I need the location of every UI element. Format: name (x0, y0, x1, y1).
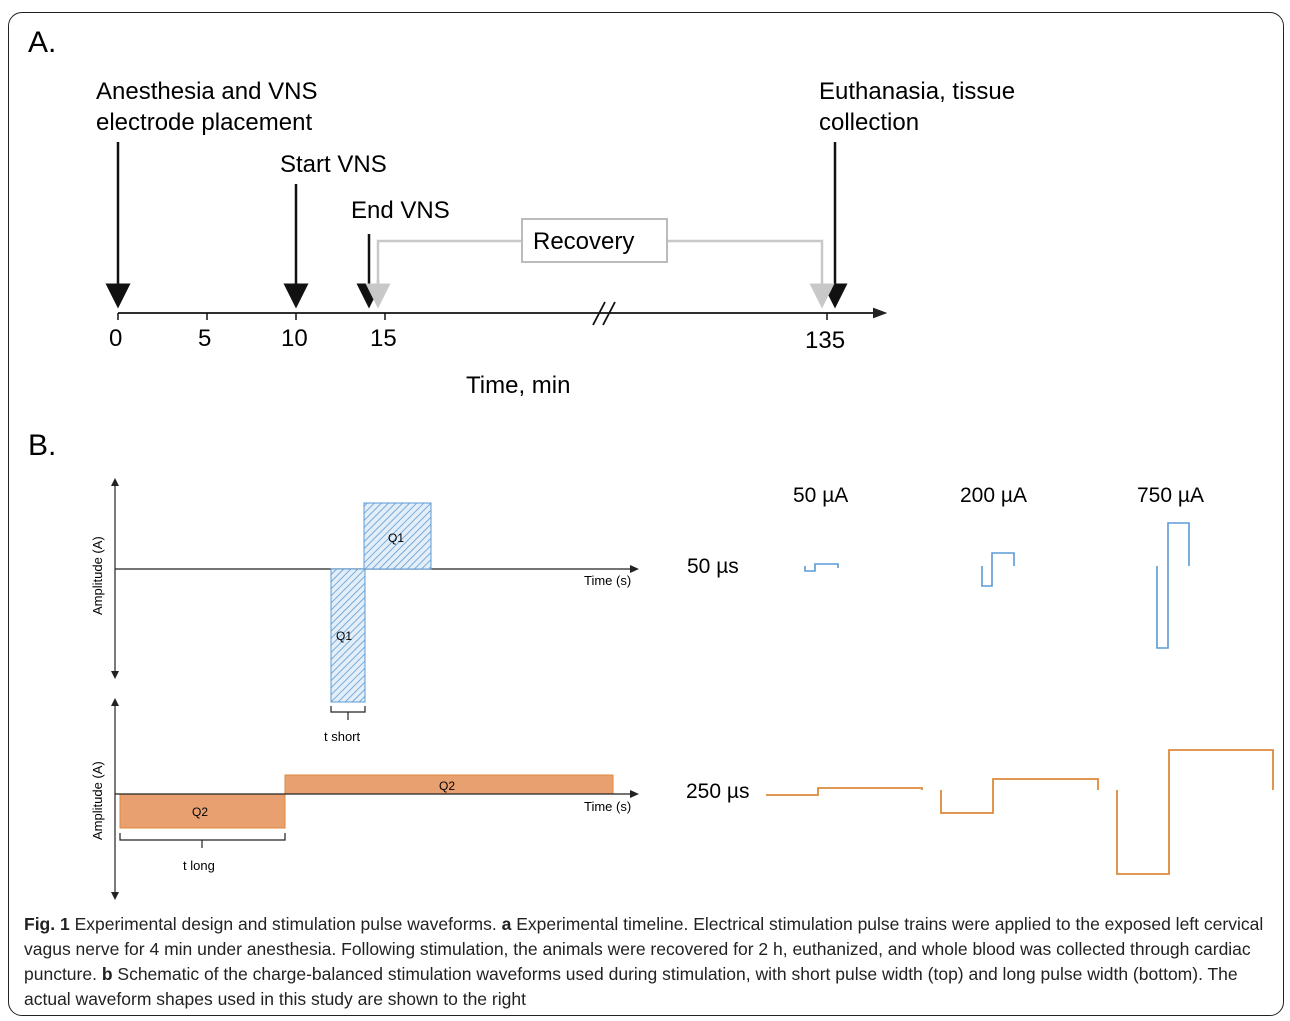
recovery-label: Recovery (533, 228, 634, 255)
caption-b-label: b (101, 964, 113, 984)
pulse-width-250us: 250 µs (686, 780, 749, 803)
amplitude-header-200ua: 200 µA (960, 484, 1027, 507)
waveform-50us-50ua (804, 563, 839, 572)
tick-5: 5 (198, 325, 211, 352)
top-negative-label: Q1 (336, 629, 352, 643)
amplitude-header-50ua: 50 µA (793, 484, 848, 507)
bottom-xlabel: Time (s) (584, 799, 631, 814)
top-negative-phase (330, 568, 366, 703)
axis-break (592, 301, 616, 326)
bottom-ylabel: Amplitude (A) (90, 761, 105, 840)
t-short-brace (330, 706, 366, 720)
top-positive-phase (363, 502, 432, 570)
event-anesthesia-line1: Anesthesia and VNS (96, 78, 317, 105)
panel-b-label: B. (28, 429, 56, 462)
bottom-negative-label: Q2 (192, 805, 208, 819)
timeline-ticks (117, 313, 828, 320)
panel-a-label: A. (28, 26, 56, 59)
top-xlabel: Time (s) (584, 573, 631, 588)
pulse-width-50us: 50 µs (687, 555, 739, 578)
event-end-vns: End VNS (351, 197, 450, 224)
recovery-box (521, 218, 668, 263)
bottom-negative-phase (119, 793, 286, 829)
waveform-50us-200ua (981, 552, 1015, 587)
caption-a-text: Experimental timeline. Electrical stimul… (24, 914, 1264, 984)
t-long-label: t long (183, 858, 215, 873)
waveform-250us-750ua (1116, 749, 1274, 875)
event-start-vns: Start VNS (280, 151, 387, 178)
caption-a-label: a (501, 914, 512, 934)
top-positive-label: Q1 (388, 531, 404, 545)
figure-caption: Fig. 1 Experimental design and stimulati… (24, 912, 1272, 1012)
waveform-250us-50ua (766, 787, 923, 796)
event-euthanasia-line1: Euthanasia, tissue (819, 78, 1015, 105)
top-ylabel: Amplitude (A) (90, 536, 105, 615)
event-euthanasia-line2: collection (819, 109, 919, 136)
figure-frame (8, 12, 1284, 1016)
caption-title: Experimental design and stimulation puls… (69, 914, 502, 934)
recovery-bracket (376, 239, 822, 296)
caption-b-text: Schematic of the charge-balanced stimula… (24, 964, 1238, 1009)
tick-15: 15 (370, 325, 397, 352)
t-short-label: t short (324, 729, 361, 744)
tick-10: 10 (281, 325, 308, 352)
waveform-50us-750ua (1156, 522, 1190, 649)
caption-fig-label: Fig. 1 (24, 914, 70, 934)
event-anesthesia-line2: electrode placement (96, 109, 312, 136)
t-long-brace (119, 833, 286, 848)
timeline-axis-title: Time, min (466, 372, 570, 399)
waveform-250us-200ua (940, 778, 1099, 814)
bottom-positive-label: Q2 (439, 779, 455, 793)
tick-135: 135 (805, 327, 845, 354)
tick-0: 0 (109, 325, 122, 352)
amplitude-header-750ua: 750 µA (1137, 484, 1204, 507)
